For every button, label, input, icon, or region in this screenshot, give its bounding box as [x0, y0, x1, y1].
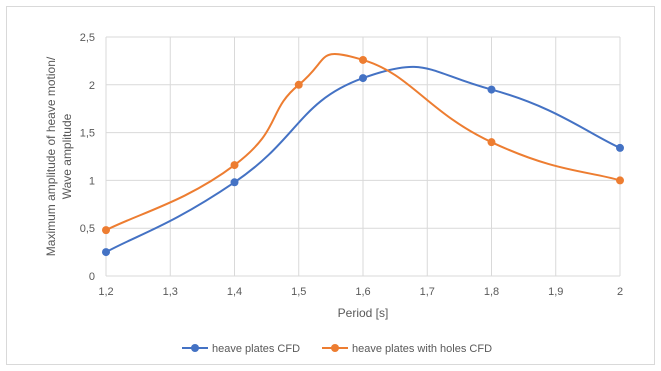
y-axis-title-line-2: Wave amplitude — [60, 113, 74, 199]
gridlines — [105, 36, 621, 277]
x-tick-label: 2 — [617, 286, 623, 298]
chart-area — [6, 6, 655, 365]
data-point — [359, 55, 367, 64]
x-tick-label: 1,9 — [548, 286, 563, 298]
y-tick-label: 2,5 — [80, 32, 95, 44]
data-point — [616, 176, 624, 185]
x-tick-label: 1,6 — [355, 286, 370, 298]
data-point — [487, 138, 496, 147]
y-tick-label: 0 — [89, 271, 95, 283]
x-tick-label: 1,4 — [227, 286, 242, 298]
data-point — [230, 161, 239, 170]
y-tick-label: 1 — [89, 175, 95, 187]
x-tick-label: 1,8 — [484, 286, 499, 298]
x-tick-label: 1,2 — [98, 286, 113, 298]
data-point — [616, 143, 624, 152]
x-tick-label: 1,5 — [291, 286, 306, 298]
legend-marker — [331, 344, 339, 352]
legend-label: heave plates with holes CFD — [352, 343, 492, 355]
data-point — [294, 80, 303, 89]
data-point — [487, 85, 496, 94]
series-layer — [102, 53, 624, 257]
legend-entry: heave plates CFD — [182, 343, 300, 355]
legend-label: heave plates CFD — [212, 343, 300, 355]
legend-entry: heave plates with holes CFD — [322, 343, 492, 355]
legend: heave plates CFD heave plates with holes … — [182, 343, 492, 355]
y-tick-label: 0,5 — [80, 223, 95, 235]
data-point — [102, 248, 110, 257]
data-point — [359, 74, 367, 83]
series-line — [105, 53, 621, 232]
y-tick-label: 2 — [89, 80, 95, 92]
series-2 — [102, 53, 624, 235]
x-axis-title: Period [s] — [338, 306, 389, 320]
x-axis-ticks: 1,2 1,3 1,4 1,5 1,6 1,7 1,8 1,9 2 — [98, 286, 623, 298]
series-1 — [102, 65, 624, 257]
data-point — [230, 178, 239, 187]
y-axis-title-line-1: Maximum amplitude of heave motion/ — [44, 56, 58, 256]
x-tick-label: 1,3 — [163, 286, 178, 298]
legend-marker — [191, 344, 199, 352]
y-axis-ticks: 0 0,5 1 1,5 2 2,5 — [80, 32, 95, 283]
data-point — [102, 226, 110, 235]
x-tick-label: 1,7 — [420, 286, 435, 298]
y-tick-label: 1,5 — [80, 128, 95, 140]
